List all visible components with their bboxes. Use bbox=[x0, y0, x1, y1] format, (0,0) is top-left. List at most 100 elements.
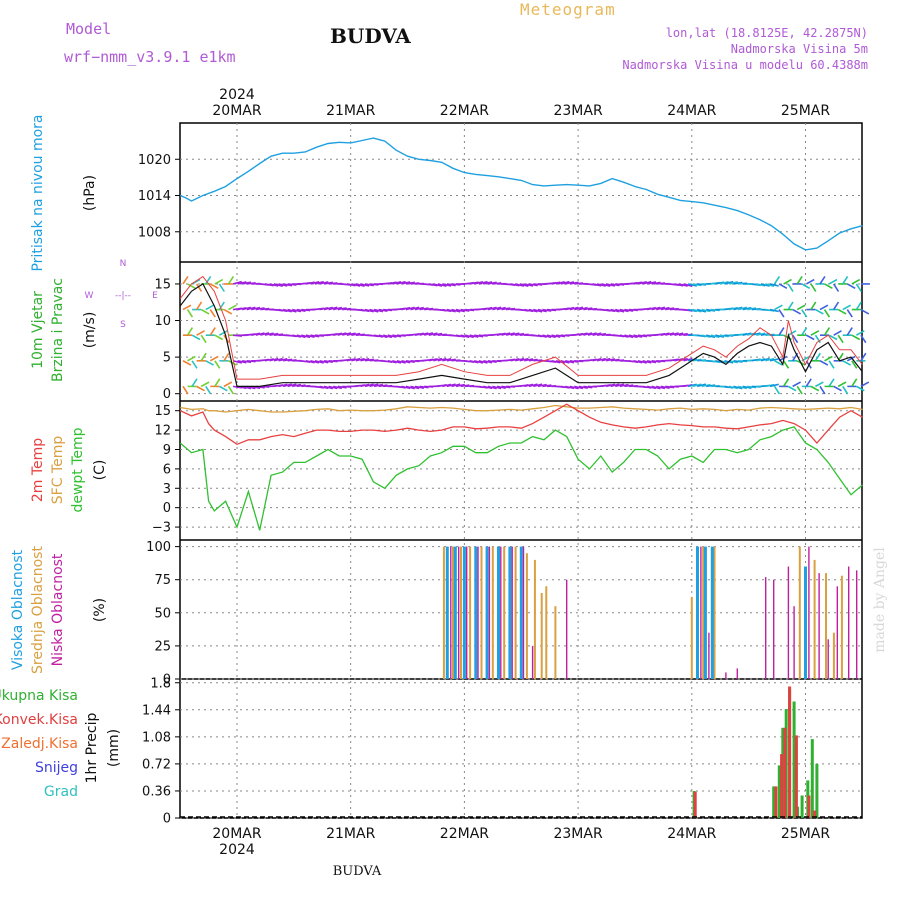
wind-barb bbox=[860, 334, 867, 344]
wind-barb bbox=[669, 332, 679, 336]
wind-barb bbox=[583, 385, 593, 389]
wind-barb bbox=[733, 359, 743, 363]
mid-cloud-bar bbox=[825, 573, 827, 679]
wind-barb bbox=[496, 385, 506, 389]
low-cloud-bar bbox=[477, 546, 479, 679]
wind-barb bbox=[455, 334, 465, 338]
wind-barb bbox=[756, 283, 766, 287]
model-name: wrf−nmm_v3.9.1 e1km bbox=[64, 48, 236, 66]
wind-barb bbox=[706, 334, 716, 339]
low-cloud-bar bbox=[787, 566, 790, 679]
day-label-top: 20MAR bbox=[212, 103, 261, 119]
wind-barb bbox=[560, 359, 570, 364]
wind-speed-line bbox=[179, 283, 863, 387]
wind-barb bbox=[665, 332, 675, 336]
wind-barb bbox=[619, 334, 629, 338]
wind-barb bbox=[182, 360, 192, 366]
wind-barb bbox=[369, 383, 379, 388]
low-cloud-bar bbox=[500, 546, 502, 679]
wind-barb bbox=[792, 381, 801, 388]
wind-barb bbox=[619, 308, 629, 313]
precip-legend-item: Grad bbox=[44, 784, 78, 800]
wind-barb bbox=[528, 283, 538, 287]
model-elevation-label: Nadmorska Visina u modelu 60.4388m bbox=[622, 58, 868, 72]
wind-barb bbox=[232, 280, 242, 285]
wind-barb bbox=[292, 334, 302, 338]
wind-barb bbox=[596, 283, 606, 287]
wind-barb bbox=[583, 307, 593, 311]
wind-barb bbox=[765, 283, 775, 287]
wind-barb bbox=[446, 358, 456, 362]
wind-barb bbox=[646, 281, 657, 285]
wind-barb bbox=[205, 385, 212, 395]
wind-barb bbox=[814, 352, 821, 362]
wind-barb bbox=[209, 355, 219, 362]
wind-barb bbox=[264, 358, 274, 362]
high-cloud-bar bbox=[508, 546, 512, 679]
wind-barb bbox=[387, 334, 397, 338]
precip-legend-item: Zaledj.Kisa bbox=[1, 736, 78, 752]
wind-barb bbox=[555, 281, 565, 285]
wind-barb bbox=[760, 283, 770, 287]
compass-s: S bbox=[120, 320, 126, 330]
wind-barb bbox=[383, 334, 393, 339]
conv-precip-bar bbox=[794, 735, 798, 818]
wind-barb bbox=[414, 385, 425, 389]
wind-barb bbox=[814, 334, 821, 344]
wind-barb bbox=[209, 309, 216, 318]
wind-barb bbox=[378, 334, 388, 339]
temp-unit-label: (C) bbox=[92, 460, 108, 481]
low-cloud-bar bbox=[466, 546, 468, 679]
temp-tick-label: 15 bbox=[154, 404, 171, 419]
wind-barb bbox=[273, 283, 283, 287]
wind-barb bbox=[678, 283, 688, 287]
mid-cloud-bar bbox=[533, 559, 536, 679]
cloud-tick-label: 0 bbox=[163, 673, 171, 688]
wind-barb bbox=[860, 308, 870, 315]
low-cloud-bar bbox=[848, 566, 850, 679]
wind-barb bbox=[460, 384, 470, 388]
total-precip-bar bbox=[800, 795, 804, 818]
mid-cloud-bar bbox=[690, 596, 693, 679]
wind-barb bbox=[792, 334, 799, 344]
wind-barb bbox=[610, 308, 620, 313]
wind-barb bbox=[287, 308, 297, 313]
wind-barb bbox=[442, 383, 452, 388]
wind-barb bbox=[392, 334, 402, 338]
wind-barb bbox=[214, 278, 224, 285]
wind-barb bbox=[646, 359, 657, 364]
temp-tick-label: 6 bbox=[163, 462, 171, 477]
wind-barb bbox=[442, 358, 452, 362]
total-precip-bar bbox=[772, 786, 776, 818]
low-cloud-bar bbox=[736, 668, 738, 679]
wind-barb bbox=[246, 306, 256, 311]
wind-barb bbox=[273, 357, 283, 362]
wind-barb bbox=[773, 275, 781, 285]
high-cloud-bar bbox=[485, 546, 489, 679]
wind-barb bbox=[310, 281, 320, 285]
wind-barb bbox=[787, 283, 794, 292]
wind-barb bbox=[574, 385, 584, 390]
wind-barb bbox=[674, 332, 684, 336]
year-label-bottom: 2024 bbox=[219, 842, 255, 858]
low-cloud-bar bbox=[700, 546, 702, 679]
high-cloud-bar bbox=[497, 546, 500, 679]
wind-axis-label-2: Brzina i Pravac bbox=[50, 278, 66, 382]
day-label-bottom: 23MAR bbox=[553, 826, 602, 842]
low-cloud-bar bbox=[856, 570, 858, 679]
wind-barb bbox=[510, 358, 520, 362]
wind-barb bbox=[537, 383, 547, 388]
day-label-bottom: 22MAR bbox=[440, 826, 489, 842]
wind-barb bbox=[319, 359, 329, 364]
conv-precip-bar bbox=[693, 791, 697, 818]
wind-barb bbox=[414, 306, 424, 311]
wind-barb bbox=[728, 306, 738, 311]
low-cloud-bar bbox=[531, 645, 534, 679]
high-cloud-bar bbox=[462, 546, 466, 679]
wind-barb bbox=[241, 281, 252, 285]
total-precip-bar bbox=[810, 739, 814, 818]
mid-cloud-bar bbox=[514, 546, 517, 679]
wind-barb bbox=[665, 385, 675, 389]
wind-barb bbox=[478, 280, 488, 285]
wind-barb bbox=[474, 281, 484, 285]
